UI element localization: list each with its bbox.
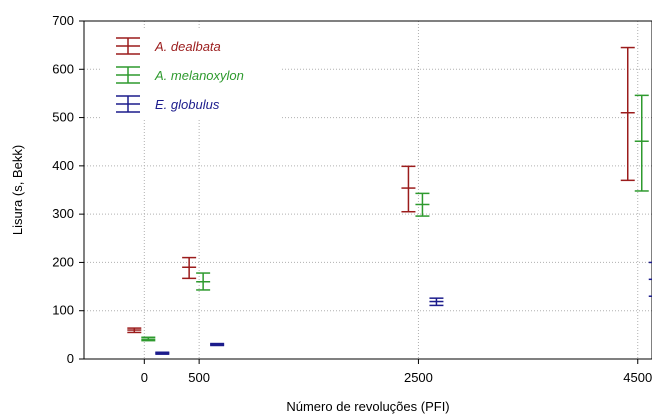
- y-tick-label: 600: [52, 61, 74, 76]
- y-tick-label: 400: [52, 158, 74, 173]
- y-axis-title: Lisura (s, Bekk): [10, 145, 25, 235]
- x-tick-label: 0: [141, 370, 148, 385]
- y-tick-label: 100: [52, 303, 74, 318]
- axis-ticks: 0 100 200 300 400 500 600 700 0 500 2500 4500: [52, 13, 652, 385]
- error-bar: [429, 297, 444, 307]
- error-bar: [415, 192, 430, 217]
- legend: A. dealbata A. melanoxylon E. globulus: [116, 37, 244, 113]
- x-tick-label: 500: [188, 370, 210, 385]
- y-tick-label: 700: [52, 13, 74, 28]
- legend-label: A. dealbata: [154, 39, 221, 54]
- series-a-melanoxylon: [141, 94, 649, 342]
- series-a-dealbata: [127, 46, 635, 334]
- plot-frame: [83, 20, 652, 360]
- legend-symbol: [116, 95, 140, 113]
- legend-symbol: [116, 37, 140, 55]
- error-bar: [401, 165, 416, 213]
- series-layer: [127, 46, 652, 355]
- series-e-globulus: [155, 261, 652, 355]
- error-bar: [127, 327, 142, 334]
- legend-label: A. melanoxylon: [154, 68, 244, 83]
- x-axis-title: Número de revoluções (PFI): [286, 399, 449, 414]
- x-tick-label: 2500: [404, 370, 433, 385]
- y-tick-label: 300: [52, 206, 74, 221]
- error-bar: [141, 336, 156, 342]
- legend-symbol: [116, 66, 140, 84]
- y-tick-label: 0: [67, 351, 74, 366]
- error-bar: [196, 272, 211, 291]
- legend-label: E. globulus: [155, 97, 220, 112]
- grid-lines: [84, 21, 652, 359]
- error-bar: [620, 46, 635, 182]
- error-bar: [182, 256, 197, 280]
- error-bar: [210, 342, 225, 347]
- error-bar: [634, 94, 649, 192]
- error-bar: [648, 261, 652, 297]
- y-tick-label: 500: [52, 110, 74, 125]
- x-tick-label: 4500: [623, 370, 652, 385]
- error-bar: [155, 351, 170, 355]
- y-tick-label: 200: [52, 254, 74, 269]
